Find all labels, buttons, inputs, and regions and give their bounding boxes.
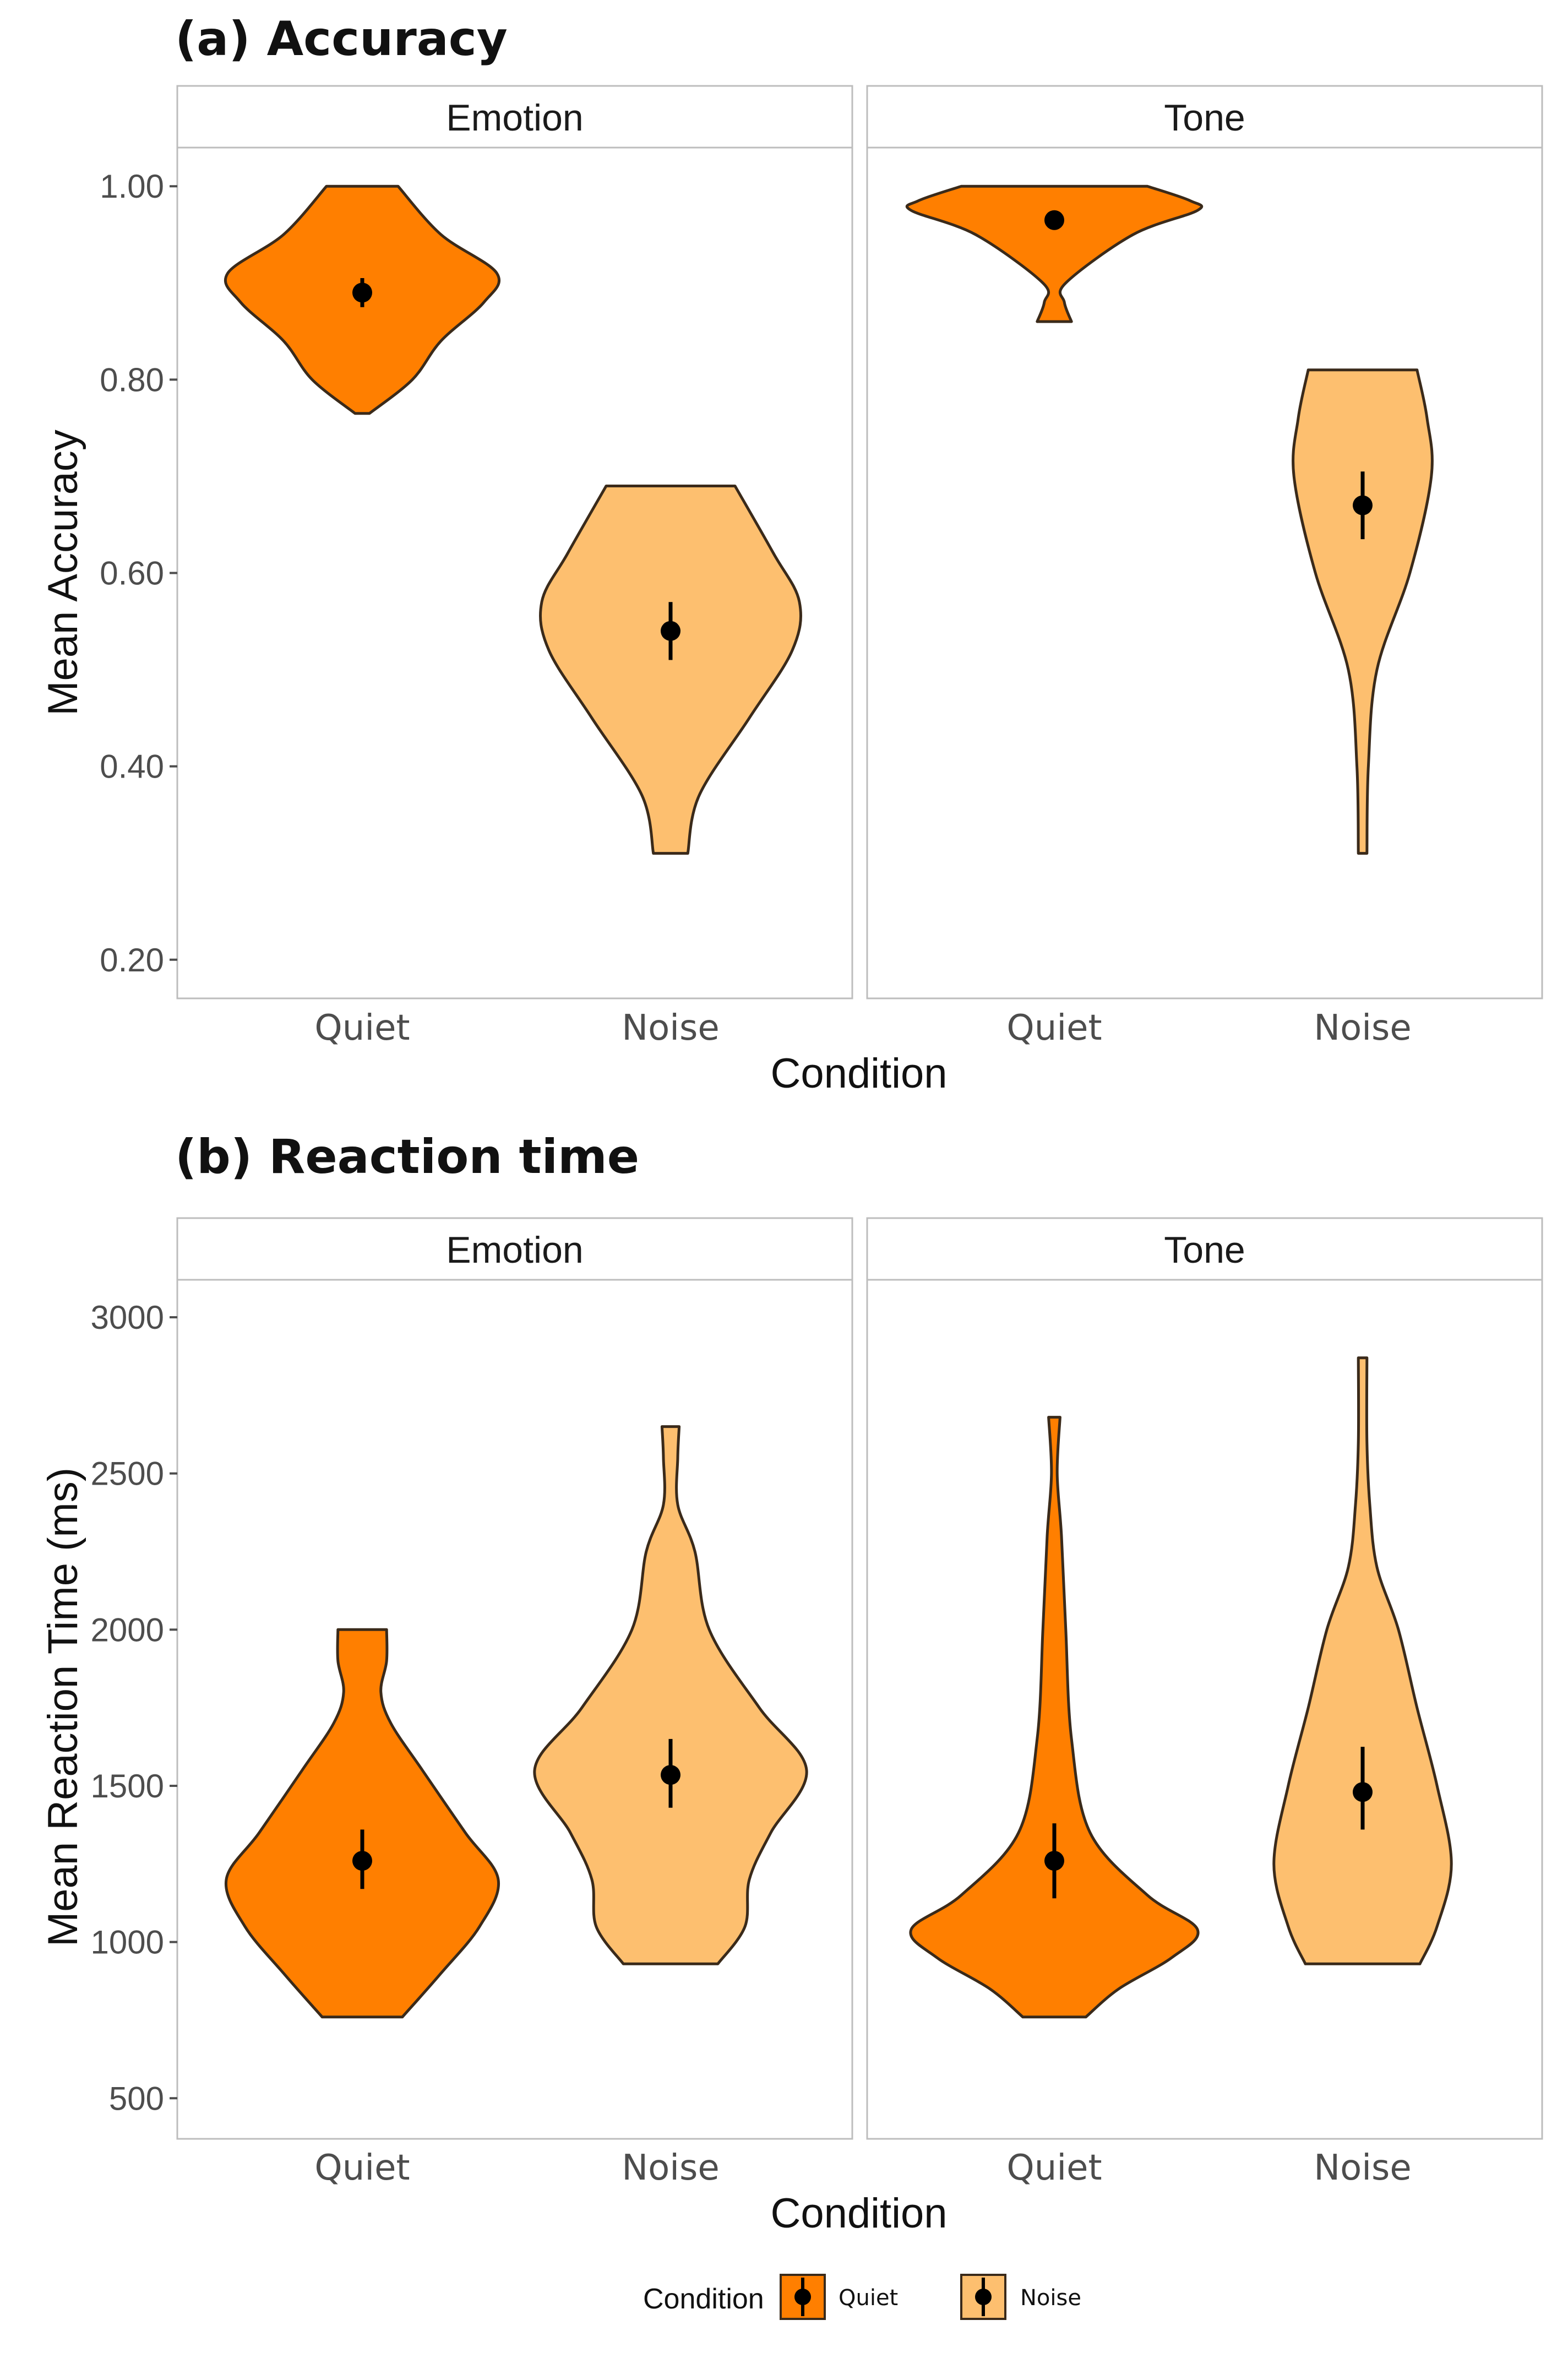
facet-tone: Tone Quiet Noise — [866, 85, 1543, 1048]
x-tick-label: Quiet — [1006, 2148, 1102, 2188]
legend-label: Quiet — [839, 2285, 898, 2311]
facet-tone: Tone Quiet Noise — [866, 1217, 1543, 2188]
mean-point — [1044, 210, 1064, 230]
facet-emotion: Emotion Quiet Noise — [176, 85, 853, 1048]
chart-accuracy: (a) Accuracy Mean Accuracy Condition Emo… — [40, 12, 1543, 1097]
x-tick-label: Quiet — [314, 1008, 410, 1048]
y-tick: 0.60 — [100, 555, 177, 592]
violin-layer — [224, 184, 803, 855]
x-tick-label: Noise — [622, 2148, 720, 2188]
facet-strip — [866, 85, 1543, 149]
facet-label: Tone — [1164, 1229, 1245, 1271]
y-tick: 3000 — [91, 1299, 177, 1336]
y-axis-title: Mean Reaction Time (ms) — [40, 1468, 86, 1947]
y-axis: 0.20 0.40 0.60 0.80 1.00 — [100, 168, 177, 979]
facet-strip — [866, 1217, 1543, 1281]
facet-emotion: Emotion Quiet Noise — [176, 1217, 853, 2188]
y-tick-label: 2000 — [91, 1611, 164, 1648]
legend-label: Noise — [1020, 2285, 1081, 2311]
y-axis: 500 1000 1500 2000 2500 3000 — [91, 1299, 177, 2117]
chart-reaction-time: (b) Reaction time Mean Reaction Time (ms… — [40, 1129, 1543, 2237]
violin-noise — [538, 485, 803, 855]
mean-point — [1044, 1851, 1064, 1871]
y-tick: 0.40 — [100, 748, 177, 785]
y-tick-label: 0.40 — [100, 748, 164, 785]
y-tick: 0.80 — [100, 361, 177, 398]
violin-layer — [906, 184, 1434, 855]
plot-panel — [866, 1279, 1543, 2140]
y-tick-label: 3000 — [91, 1299, 164, 1336]
x-tick-label: Noise — [1314, 2148, 1412, 2188]
y-tick: 0.20 — [100, 942, 177, 979]
violin-quiet — [909, 1416, 1200, 2019]
y-tick-label: 500 — [109, 2080, 164, 2117]
violin-noise — [1292, 368, 1434, 855]
mean-point — [352, 1851, 372, 1871]
x-tick-label: Quiet — [314, 2148, 410, 2188]
y-tick-label: 0.60 — [100, 555, 164, 592]
x-tick-label: Quiet — [1006, 1008, 1102, 1048]
violin-layer — [224, 1425, 808, 2019]
chart-title: (b) Reaction time — [175, 1129, 639, 1185]
chart-title: (a) Accuracy — [175, 12, 508, 67]
legend-key-dot — [794, 2289, 811, 2305]
facet-label: Tone — [1164, 97, 1245, 139]
plot-panel — [866, 146, 1543, 999]
mean-point — [661, 621, 680, 641]
y-tick-label: 1.00 — [100, 168, 164, 205]
legend-item-noise: Noise — [960, 2274, 1081, 2320]
legend-key-dot — [975, 2289, 992, 2305]
y-tick-label: 0.20 — [100, 942, 164, 979]
legend-title: Condition — [643, 2283, 764, 2315]
y-tick: 1500 — [91, 1768, 177, 1805]
mean-point — [1353, 1782, 1373, 1802]
y-tick: 2500 — [91, 1455, 177, 1492]
facet-label: Emotion — [446, 97, 583, 139]
violin-layer — [909, 1356, 1453, 2019]
x-tick-label: Noise — [622, 1008, 720, 1048]
facet-label: Emotion — [446, 1229, 583, 1271]
y-tick: 500 — [109, 2080, 177, 2117]
x-axis-title: Condition — [770, 2190, 947, 2237]
violin-noise — [1272, 1356, 1453, 1965]
legend: Condition Quiet Noise — [643, 2274, 1081, 2320]
y-tick-label: 0.80 — [100, 361, 164, 398]
mean-point — [661, 1765, 680, 1785]
violin-quiet — [906, 184, 1203, 323]
violin-quiet — [224, 1628, 500, 2019]
y-tick: 2000 — [91, 1611, 177, 1648]
violin-noise — [533, 1425, 808, 1965]
y-tick: 1000 — [91, 1924, 177, 1961]
mean-point — [352, 282, 372, 303]
y-tick-label: 1000 — [91, 1924, 164, 1961]
y-tick: 1.00 — [100, 168, 177, 205]
mean-point — [1353, 495, 1373, 515]
x-axis-title: Condition — [770, 1050, 947, 1097]
x-tick-label: Noise — [1314, 1008, 1412, 1048]
y-tick-label: 1500 — [91, 1768, 164, 1805]
facet-strip — [176, 85, 853, 149]
y-axis-title: Mean Accuracy — [40, 430, 86, 716]
y-tick-label: 2500 — [91, 1455, 164, 1492]
legend-item-quiet: Quiet — [780, 2274, 898, 2320]
